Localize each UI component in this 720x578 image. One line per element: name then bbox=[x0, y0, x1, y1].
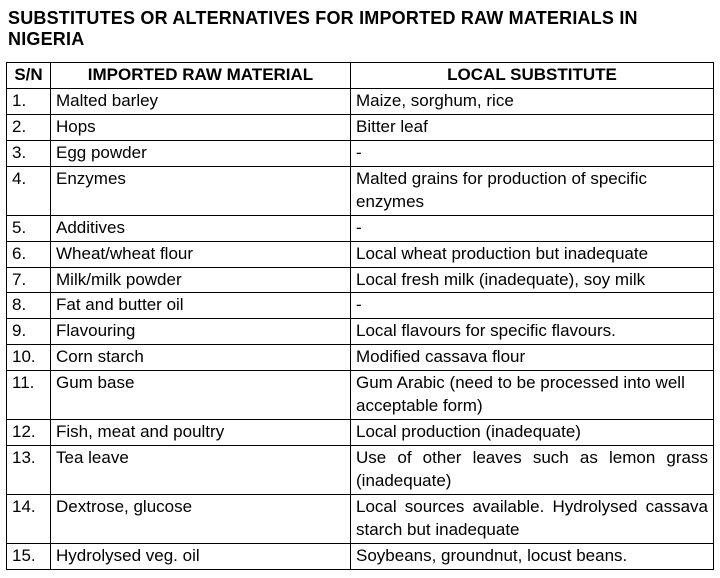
cell-local: - bbox=[351, 140, 714, 166]
cell-imported: Fat and butter oil bbox=[51, 293, 351, 319]
cell-imported: Flavouring bbox=[51, 319, 351, 345]
table-row: 4.EnzymesMalted grains for production of… bbox=[7, 166, 714, 215]
table-header-row: S/N IMPORTED RAW MATERIAL LOCAL SUBSTITU… bbox=[7, 63, 714, 89]
cell-imported: Malted barley bbox=[51, 88, 351, 114]
cell-sn: 1. bbox=[7, 88, 51, 114]
cell-sn: 7. bbox=[7, 267, 51, 293]
cell-sn: 4. bbox=[7, 166, 51, 215]
cell-local: Gum Arabic (need to be processed into we… bbox=[351, 371, 714, 420]
cell-sn: 11. bbox=[7, 371, 51, 420]
cell-imported: Tea leave bbox=[51, 446, 351, 495]
cell-sn: 8. bbox=[7, 293, 51, 319]
table-row: 13.Tea leaveUse of other leaves such as … bbox=[7, 446, 714, 495]
cell-sn: 14. bbox=[7, 494, 51, 543]
cell-local: Local flavours for specific flavours. bbox=[351, 319, 714, 345]
cell-sn: 13. bbox=[7, 446, 51, 495]
table-row: 15.Hydrolysed veg. oilSoybeans, groundnu… bbox=[7, 543, 714, 569]
cell-sn: 10. bbox=[7, 345, 51, 371]
table-row: 7.Milk/milk powderLocal fresh milk (inad… bbox=[7, 267, 714, 293]
table-row: 2.HopsBitter leaf bbox=[7, 114, 714, 140]
cell-sn: 5. bbox=[7, 215, 51, 241]
cell-local: - bbox=[351, 293, 714, 319]
cell-local: Local fresh milk (inadequate), soy milk bbox=[351, 267, 714, 293]
cell-sn: 2. bbox=[7, 114, 51, 140]
page-title: SUBSTITUTES OR ALTERNATIVES FOR IMPORTED… bbox=[8, 8, 714, 50]
table-row: 1.Malted barleyMaize, sorghum, rice bbox=[7, 88, 714, 114]
table-row: 10.Corn starchModified cassava flour bbox=[7, 345, 714, 371]
table-row: 5.Additives- bbox=[7, 215, 714, 241]
cell-imported: Milk/milk powder bbox=[51, 267, 351, 293]
cell-local: Local production (inadequate) bbox=[351, 420, 714, 446]
cell-local: Local wheat production but inadequate bbox=[351, 241, 714, 267]
cell-local: - bbox=[351, 215, 714, 241]
cell-sn: 3. bbox=[7, 140, 51, 166]
table-row: 12.Fish, meat and poultryLocal productio… bbox=[7, 420, 714, 446]
cell-imported: Dextrose, glucose bbox=[51, 494, 351, 543]
cell-imported: Gum base bbox=[51, 371, 351, 420]
col-header-sn: S/N bbox=[7, 63, 51, 89]
materials-table: S/N IMPORTED RAW MATERIAL LOCAL SUBSTITU… bbox=[6, 62, 714, 570]
cell-imported: Hydrolysed veg. oil bbox=[51, 543, 351, 569]
cell-imported: Hops bbox=[51, 114, 351, 140]
cell-sn: 12. bbox=[7, 420, 51, 446]
table-row: 11.Gum baseGum Arabic (need to be proces… bbox=[7, 371, 714, 420]
cell-sn: 15. bbox=[7, 543, 51, 569]
table-row: 14.Dextrose, glucoseLocal sources availa… bbox=[7, 494, 714, 543]
cell-imported: Corn starch bbox=[51, 345, 351, 371]
cell-local: Bitter leaf bbox=[351, 114, 714, 140]
table-row: 3.Egg powder- bbox=[7, 140, 714, 166]
cell-local: Local sources available. Hydrolysed cass… bbox=[351, 494, 714, 543]
col-header-imported: IMPORTED RAW MATERIAL bbox=[51, 63, 351, 89]
table-row: 6.Wheat/wheat flourLocal wheat productio… bbox=[7, 241, 714, 267]
cell-local: Maize, sorghum, rice bbox=[351, 88, 714, 114]
cell-imported: Enzymes bbox=[51, 166, 351, 215]
col-header-local: LOCAL SUBSTITUTE bbox=[351, 63, 714, 89]
cell-local: Modified cassava flour bbox=[351, 345, 714, 371]
cell-local: Malted grains for production of specific… bbox=[351, 166, 714, 215]
table-row: 8.Fat and butter oil- bbox=[7, 293, 714, 319]
cell-local: Use of other leaves such as lemon grass … bbox=[351, 446, 714, 495]
cell-imported: Fish, meat and poultry bbox=[51, 420, 351, 446]
cell-imported: Wheat/wheat flour bbox=[51, 241, 351, 267]
cell-imported: Egg powder bbox=[51, 140, 351, 166]
cell-sn: 9. bbox=[7, 319, 51, 345]
cell-imported: Additives bbox=[51, 215, 351, 241]
table-row: 9.FlavouringLocal flavours for specific … bbox=[7, 319, 714, 345]
cell-local: Soybeans, groundnut, locust beans. bbox=[351, 543, 714, 569]
cell-sn: 6. bbox=[7, 241, 51, 267]
